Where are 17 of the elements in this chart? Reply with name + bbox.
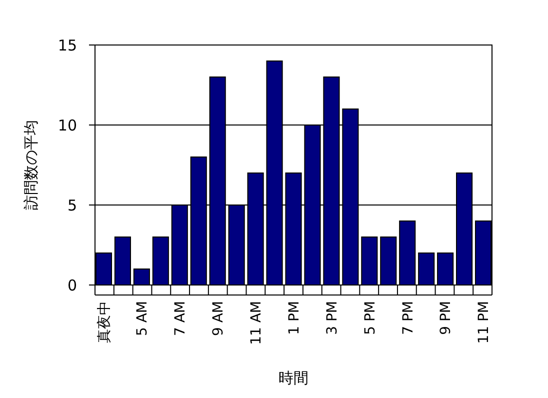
x-tick-label: 11 AM xyxy=(248,301,264,345)
y-tick-label: 15 xyxy=(58,36,77,54)
y-tick-label: 10 xyxy=(58,116,77,134)
x-tick-label: 5 PM xyxy=(362,301,378,335)
x-tick-label: 9 AM xyxy=(210,301,226,336)
x-tick-label: 1 PM xyxy=(286,301,302,335)
x-tick-label: 9 PM xyxy=(438,301,454,335)
x-tick-label: 7 AM xyxy=(172,301,189,336)
x-tick-label: 7 PM xyxy=(400,301,416,335)
y-tick-label: 0 xyxy=(67,276,77,294)
y-axis-title: 訪問数の平均 xyxy=(22,120,40,210)
x-tick-label: 3 PM xyxy=(324,301,340,335)
x-tick-label: 真夜中 xyxy=(96,301,113,343)
y-tick-label: 5 xyxy=(67,196,77,214)
x-tick-label: 11 PM xyxy=(476,301,492,344)
x-tick-label: 5 AM xyxy=(134,301,151,336)
x-axis-title: 時間 xyxy=(278,369,308,387)
